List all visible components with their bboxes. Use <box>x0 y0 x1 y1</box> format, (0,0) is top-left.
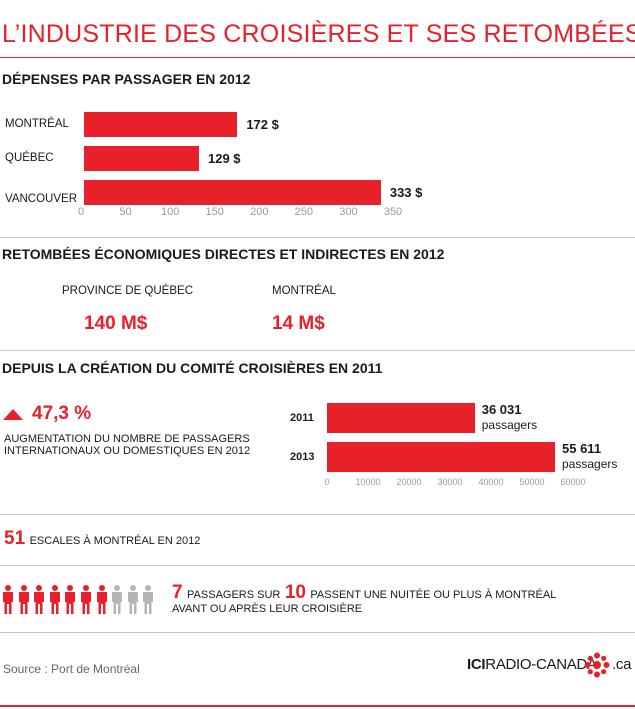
bar-value-label: 129 $ <box>207 151 241 166</box>
bar-value-label: 333 $ <box>389 185 423 200</box>
percent-description-line2: INTERNATIONAUX OU DOMESTIQUES EN 2012 <box>4 445 251 457</box>
axis-tick-label: 60000 <box>560 477 586 487</box>
axis-tick-label: 200 <box>250 206 269 218</box>
logo-ici: ICI <box>467 656 486 673</box>
person-icon <box>81 585 91 614</box>
logo-name: RADIO-CANADA <box>485 656 597 673</box>
economic-label-montreal: MONTRÉAL <box>272 285 336 297</box>
axis-tick-label: 250 <box>294 206 314 218</box>
radio-canada-gem-icon <box>584 652 610 678</box>
passengers-line2: AVANT OU APRÈS LEUR CROISIÈRE <box>172 603 363 615</box>
bar-value-label: 172 $ <box>246 117 279 132</box>
bar-category-label: 2013 <box>290 451 315 463</box>
divider <box>0 565 635 566</box>
axis-tick-label: 30000 <box>437 477 463 487</box>
bar <box>327 442 555 472</box>
divider <box>0 237 635 238</box>
passengers-bar-chart: 2011 36 031 passagers 2013 55 611 passagers 0 1… <box>280 396 635 491</box>
triangle-up-icon <box>3 409 23 420</box>
person-icon <box>49 585 60 614</box>
source-note: Source : Port de Montréal <box>3 662 140 676</box>
person-icon <box>96 585 107 614</box>
axis-tick-label: 100 <box>160 206 180 218</box>
person-icon <box>65 585 76 614</box>
divider <box>0 632 635 633</box>
radio-canada-logo: ICIRADIO-CANADA <box>467 656 597 673</box>
passengers-num1: 7 <box>172 582 183 603</box>
passengers-text1: PASSAGERS SUR <box>187 589 281 601</box>
divider <box>0 514 635 515</box>
person-icon <box>18 585 29 614</box>
bar-category-label: VANCOUVER <box>5 193 77 205</box>
section-heading-since-2011: DEPUIS LA CRÉATION DU COMITÉ CROISIÈRES … <box>2 360 383 376</box>
percent-description-line1: AUGMENTATION DU NOMBRE DE PASSAGERS <box>4 433 250 445</box>
passengers-statement: 7 PASSAGERS SUR 10 PASSENT UNE NUITÉE OU… <box>172 582 556 604</box>
economic-value-quebec: 140 M$ <box>84 313 148 334</box>
bar-category-label: MONTRÉAL <box>5 118 69 130</box>
person-icon <box>112 585 123 614</box>
section-heading-economic: RETOMBÉES ÉCONOMIQUES DIRECTES ET INDIRE… <box>2 246 445 262</box>
title-underline <box>0 57 635 58</box>
axis-tick-label: 10000 <box>355 477 381 487</box>
person-icon <box>127 585 138 614</box>
bar-value-unit: passagers <box>562 457 618 471</box>
economic-value-montreal: 14 M$ <box>272 313 325 334</box>
section-heading-spending: DÉPENSES PAR PASSAGER EN 2012 <box>2 71 251 87</box>
axis-tick-label: 40000 <box>478 477 504 487</box>
passengers-num2: 10 <box>284 582 306 603</box>
bar <box>84 146 199 171</box>
axis-tick-label: 20000 <box>396 477 422 487</box>
axis-tick-label: 50 <box>119 206 132 218</box>
escales-line: 51 ESCALES À MONTRÉAL EN 2012 <box>4 528 200 550</box>
bar-category-label: 2011 <box>290 412 314 424</box>
economic-label-quebec: PROVINCE DE QUÉBEC <box>62 285 193 297</box>
bar-value-unit: passagers <box>481 418 538 432</box>
axis-tick-label: 0 <box>77 206 85 218</box>
axis-tick-label: 350 <box>383 206 403 218</box>
person-icon <box>3 585 13 614</box>
axis-tick-label: 150 <box>205 206 224 218</box>
axis-tick-label: 300 <box>339 206 358 218</box>
bar-category-label: QUÉBEC <box>5 152 54 164</box>
axis-tick-label: 50000 <box>519 477 545 487</box>
passenger-pictogram <box>2 585 162 615</box>
divider <box>0 350 635 351</box>
bar <box>84 180 381 205</box>
bottom-rule <box>0 705 635 707</box>
logo-suffix: .ca <box>612 656 632 673</box>
bar <box>327 403 475 433</box>
escales-text: ESCALES À MONTRÉAL EN 2012 <box>29 535 201 547</box>
bar-value-label: 55 611 <box>562 441 602 456</box>
axis-tick-label: 0 <box>324 477 330 487</box>
bar-value-label: 36 031 <box>481 402 522 417</box>
escales-number: 51 <box>4 528 26 549</box>
bar <box>84 112 238 137</box>
percent-increase: 47,3 % <box>32 403 92 424</box>
spending-bar-chart: MONTRÉAL 172 $ QUÉBEC 129 $ VANCOUVER 333 $ 0 5… <box>0 100 635 225</box>
person-icon <box>143 585 154 614</box>
person-icon <box>34 585 45 614</box>
passengers-text2: PASSENT UNE NUITÉE OU PLUS À MONTRÉAL <box>310 589 557 601</box>
page-title: L’INDUSTRIE DES CROISIÈRES ET SES RETOMB… <box>2 20 635 48</box>
